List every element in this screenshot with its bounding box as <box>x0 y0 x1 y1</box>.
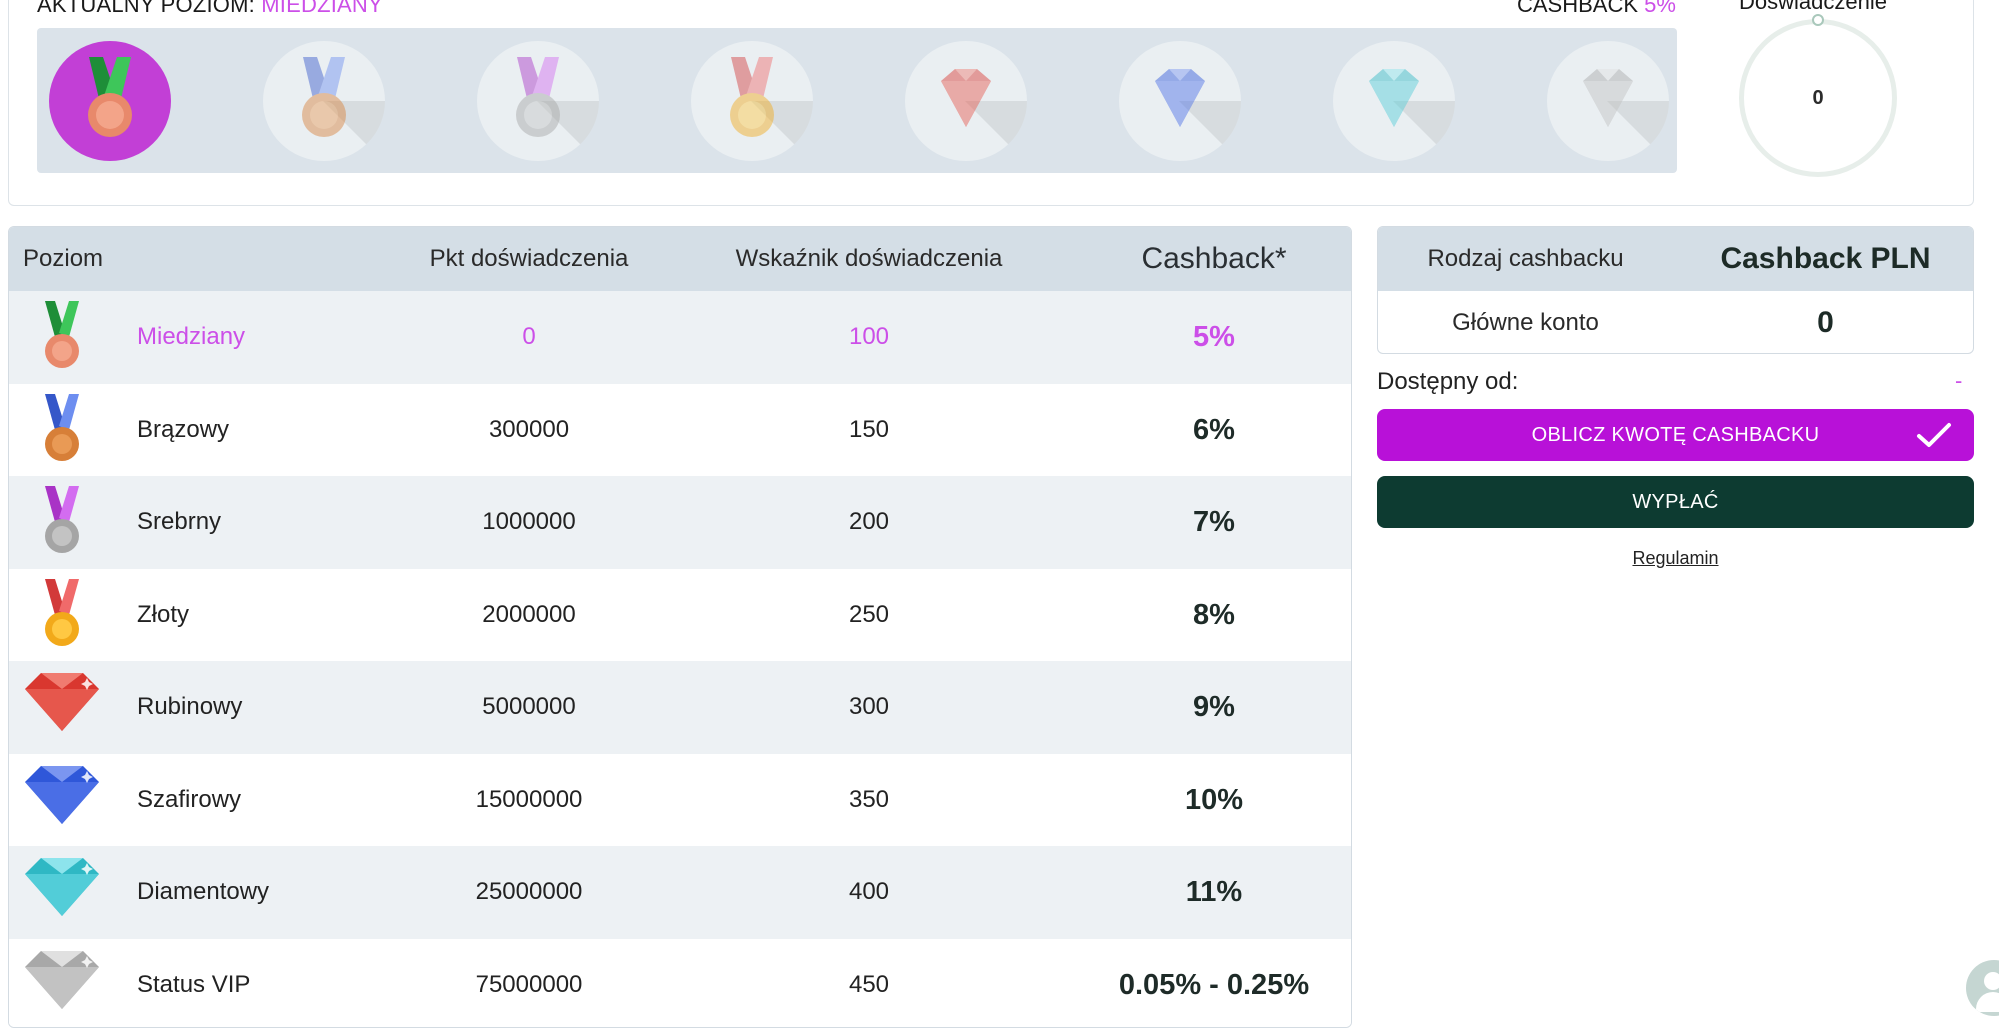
cashback-summary-header: Rodzaj cashbacku Cashback PLN <box>1378 227 1973 291</box>
experience-progress-marker <box>1812 14 1824 26</box>
silver-medal-icon <box>516 57 560 137</box>
strip-slot-copper <box>49 41 171 161</box>
level-cashback: 10% <box>1184 783 1244 816</box>
gold-medal-icon <box>730 57 774 137</box>
level-cashback: 5% <box>1193 321 1235 353</box>
strip-slot-ruby <box>905 41 1027 161</box>
level-points: 1000000 <box>482 508 576 535</box>
level-row: Szafirowy 15000000 350 10% <box>9 753 1351 846</box>
silver-medal-icon <box>45 486 79 553</box>
level-name: Rubinowy <box>137 693 243 720</box>
level-cashback: 6% <box>1193 413 1235 446</box>
level-rate: 150 <box>848 415 890 443</box>
level-row: Miedziany 0 100 5% <box>9 291 1351 384</box>
withdraw-button[interactable]: WYPŁAĆ <box>1377 476 1974 528</box>
column-header-points: Pkt doświadczenia <box>429 245 629 272</box>
checkmark-icon <box>1917 423 1951 447</box>
main-account-label: Główne konto <box>1452 309 1599 336</box>
experience-label: Doświadczenie <box>1739 0 1887 14</box>
ruby-gem-icon <box>25 673 99 731</box>
level-row: Rubinowy 5000000 300 9% <box>9 661 1351 754</box>
available-from-value: - <box>1955 368 1963 393</box>
ruby-gem-icon <box>941 69 991 127</box>
current-level-label: AKTUALNY POZIOM: MIEDZIANY <box>37 0 383 18</box>
current-cashback-value: 5% <box>1644 0 1676 17</box>
level-row: Srebrny 1000000 200 7% <box>9 476 1351 569</box>
column-header-level: Poziom <box>23 245 104 272</box>
level-points: 25000000 <box>475 878 583 905</box>
cashback-type-label: Rodzaj cashbacku <box>1427 245 1624 272</box>
chat-user-icon <box>1984 972 1999 990</box>
level-name: Szafirowy <box>137 785 242 813</box>
level-rate: 100 <box>848 323 890 350</box>
bronze-medal-icon <box>302 57 346 137</box>
strip-slot-bronze <box>263 41 385 161</box>
level-row: Diamentowy 25000000 400 11% <box>9 846 1351 939</box>
vip-diamond-icon <box>25 950 99 1009</box>
levels-table: Poziom Pkt doświadczenia Wskaźnik doświa… <box>8 226 1352 1028</box>
level-name: Status VIP <box>137 970 251 998</box>
level-cashback: 11% <box>1185 876 1243 908</box>
experience-value: 0 <box>1812 87 1824 109</box>
level-name: Złoty <box>137 600 190 628</box>
current-cashback-label: CASHBACK 5% <box>1517 0 1676 18</box>
vip-diamond-icon <box>1583 69 1633 127</box>
bronze-medal-icon <box>45 393 79 461</box>
diamond-gem-icon <box>25 858 99 916</box>
sapphire-gem-icon <box>25 765 99 824</box>
calculate-cashback-button[interactable]: OBLICZ KWOTĘ CASHBACKU <box>1377 409 1974 461</box>
strip-slot-silver <box>477 41 599 161</box>
level-rate: 200 <box>848 508 890 535</box>
current-level-prefix: AKTUALNY POZIOM: <box>37 0 255 17</box>
copper-medal-icon <box>45 301 79 368</box>
level-points: 15000000 <box>475 785 583 813</box>
chat-support-button[interactable] <box>1966 960 1999 1016</box>
terms-link[interactable]: Regulamin <box>1632 548 1719 568</box>
available-from-label: Dostępny od: <box>1377 368 1519 395</box>
level-points: 75000000 <box>475 970 583 998</box>
calculate-cashback-label: OBLICZ KWOTĘ CASHBACKU <box>1531 424 1820 446</box>
level-name: Diamentowy <box>137 878 270 905</box>
level-status-panel: AKTUALNY POZIOM: MIEDZIANY CASHBACK 5% D… <box>8 0 1974 206</box>
column-header-rate: Wskaźnik doświadczenia <box>735 245 1003 272</box>
level-points: 2000000 <box>482 600 576 628</box>
gold-medal-icon <box>45 578 79 646</box>
main-account-value: 0 <box>1817 306 1834 339</box>
strip-slot-sapphire <box>1119 41 1241 161</box>
level-rate: 300 <box>848 693 890 720</box>
strip-slot-gold <box>691 41 813 161</box>
level-points: 300000 <box>488 415 570 443</box>
strip-slot-vip <box>1547 41 1669 161</box>
level-cashback: 8% <box>1193 598 1235 631</box>
current-cashback-prefix: CASHBACK <box>1517 0 1639 17</box>
level-rate: 400 <box>848 878 890 905</box>
level-name: Srebrny <box>137 508 222 535</box>
current-level-value: MIEDZIANY <box>261 0 383 17</box>
level-row: Status VIP 75000000 450 0.05% - 0.25% <box>9 938 1351 1027</box>
level-cashback: 0.05% - 0.25% <box>1118 968 1310 1001</box>
level-row: Brązowy 300000 150 6% <box>9 383 1351 476</box>
level-cashback: 7% <box>1193 506 1235 538</box>
column-header-cashback: Cashback* <box>1141 242 1287 275</box>
level-rate: 250 <box>848 600 890 628</box>
level-name: Miedziany <box>137 323 246 350</box>
levels-table-header: Poziom Pkt doświadczenia Wskaźnik doświa… <box>9 227 1351 291</box>
level-rate: 350 <box>848 785 890 813</box>
level-medal-strip <box>37 28 1677 173</box>
copper-medal-icon <box>88 57 132 137</box>
sapphire-gem-icon <box>1155 69 1205 127</box>
diamond-gem-icon <box>1369 69 1419 127</box>
level-points: 5000000 <box>482 693 576 720</box>
level-cashback: 9% <box>1193 691 1235 723</box>
level-rate: 450 <box>848 970 890 998</box>
level-name: Brązowy <box>137 415 230 443</box>
level-row: Złoty 2000000 250 8% <box>9 568 1351 661</box>
cashback-type-value: Cashback PLN <box>1720 242 1931 275</box>
strip-slot-diamond <box>1333 41 1455 161</box>
cashback-summary-box: Rodzaj cashbacku Cashback PLN Główne kon… <box>1377 226 1974 354</box>
level-points: 0 <box>522 323 536 350</box>
